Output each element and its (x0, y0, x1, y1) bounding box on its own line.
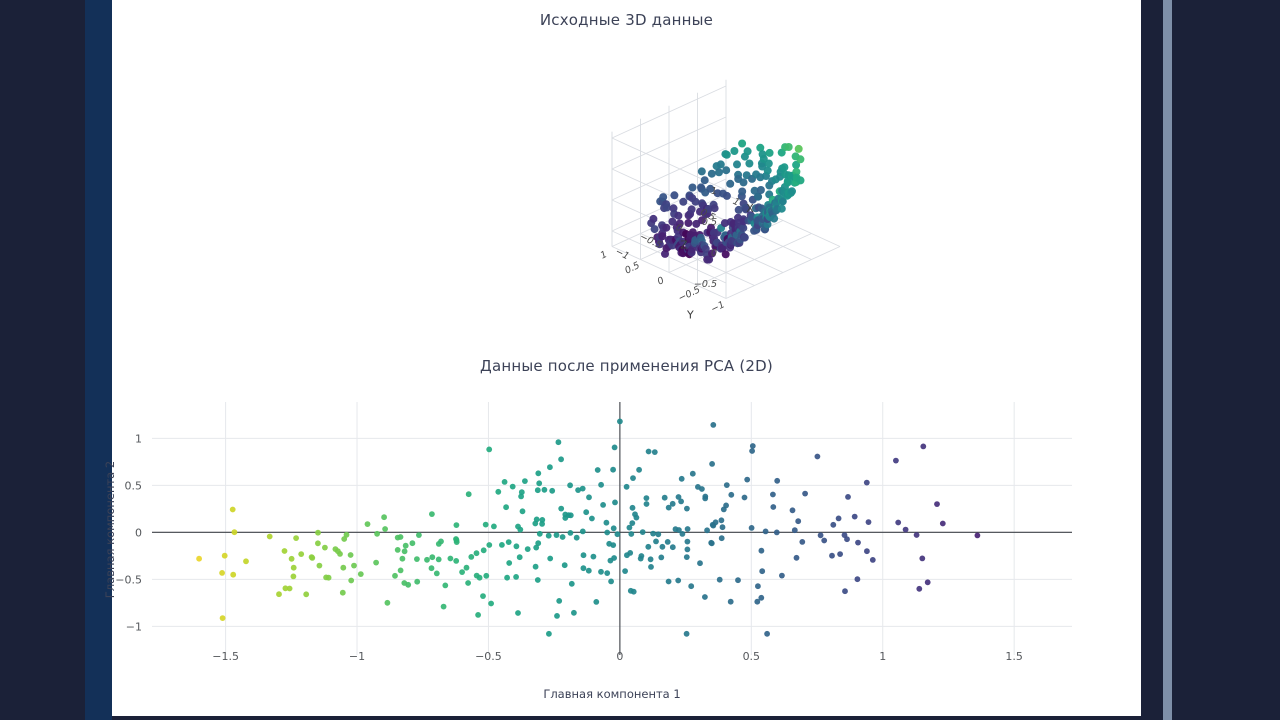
pca-2d-scatter-plot: −1.5 −1 −0.5 0 0.5 1 1.5 1 0.5 0 −0.5 −1 Главная ком… (103, 390, 1141, 710)
svg-text:Главная компонента 1: Главная компонента 1 (543, 687, 680, 701)
svg-text:0: 0 (616, 650, 623, 663)
svg-text:1: 1 (731, 196, 741, 209)
svg-text:0: 0 (711, 248, 717, 259)
svg-text:Z: Z (680, 239, 688, 252)
chart-title-2d: Данные после применения PCA (2D) (480, 357, 773, 375)
svg-text:0: 0 (135, 526, 142, 539)
svg-text:0.5: 0.5 (125, 479, 143, 492)
svg-text:−0.5: −0.5 (677, 284, 703, 304)
svg-text:Главная компонента 2: Главная компонента 2 (103, 461, 117, 598)
svg-text:1: 1 (879, 650, 886, 663)
svg-text:0: 0 (674, 222, 684, 235)
scatter2d-canvas: −1.5 −1 −0.5 0 0.5 1 1.5 1 0.5 0 −0.5 −1 Главная ком… (103, 402, 1072, 701)
svg-text:X: X (746, 202, 754, 215)
chart-title-3d: Исходные 3D данные (539, 11, 714, 29)
svg-text:0.5: 0.5 (623, 260, 641, 277)
svg-text:−0.5: −0.5 (475, 650, 502, 663)
svg-text:Y: Y (686, 309, 694, 322)
window-background-left (0, 0, 85, 720)
svg-text:−0.5: −0.5 (115, 573, 142, 586)
svg-text:0.5: 0.5 (743, 650, 761, 663)
svg-text:1: 1 (711, 186, 717, 197)
svg-text:−1: −1 (349, 650, 365, 663)
notebook-output-panel: Исходные 3D данные 1 0.5 0 −0.5 Z −1 −0.5 0 0.5 1… (103, 0, 1141, 716)
window-accent-band-left (85, 0, 112, 720)
svg-text:−1: −1 (613, 246, 630, 262)
svg-text:−0.5: −0.5 (694, 279, 717, 290)
original-3d-scatter-plot: 1 0.5 0 −0.5 Z −1 −0.5 0 0.5 1 Y 1 0.5 0 −0.5 −1 X (112, 30, 1141, 322)
svg-text:0.5: 0.5 (702, 217, 717, 228)
window-background-right (1141, 0, 1280, 720)
vertical-scrollbar-track[interactable] (1163, 0, 1172, 720)
svg-text:−1.5: −1.5 (212, 650, 239, 663)
svg-text:−1: −1 (709, 299, 726, 315)
svg-text:−1: −1 (126, 620, 142, 633)
svg-text:0: 0 (656, 275, 666, 288)
svg-text:1: 1 (599, 249, 609, 262)
svg-text:1.5: 1.5 (1005, 650, 1023, 663)
svg-text:1: 1 (135, 432, 142, 445)
